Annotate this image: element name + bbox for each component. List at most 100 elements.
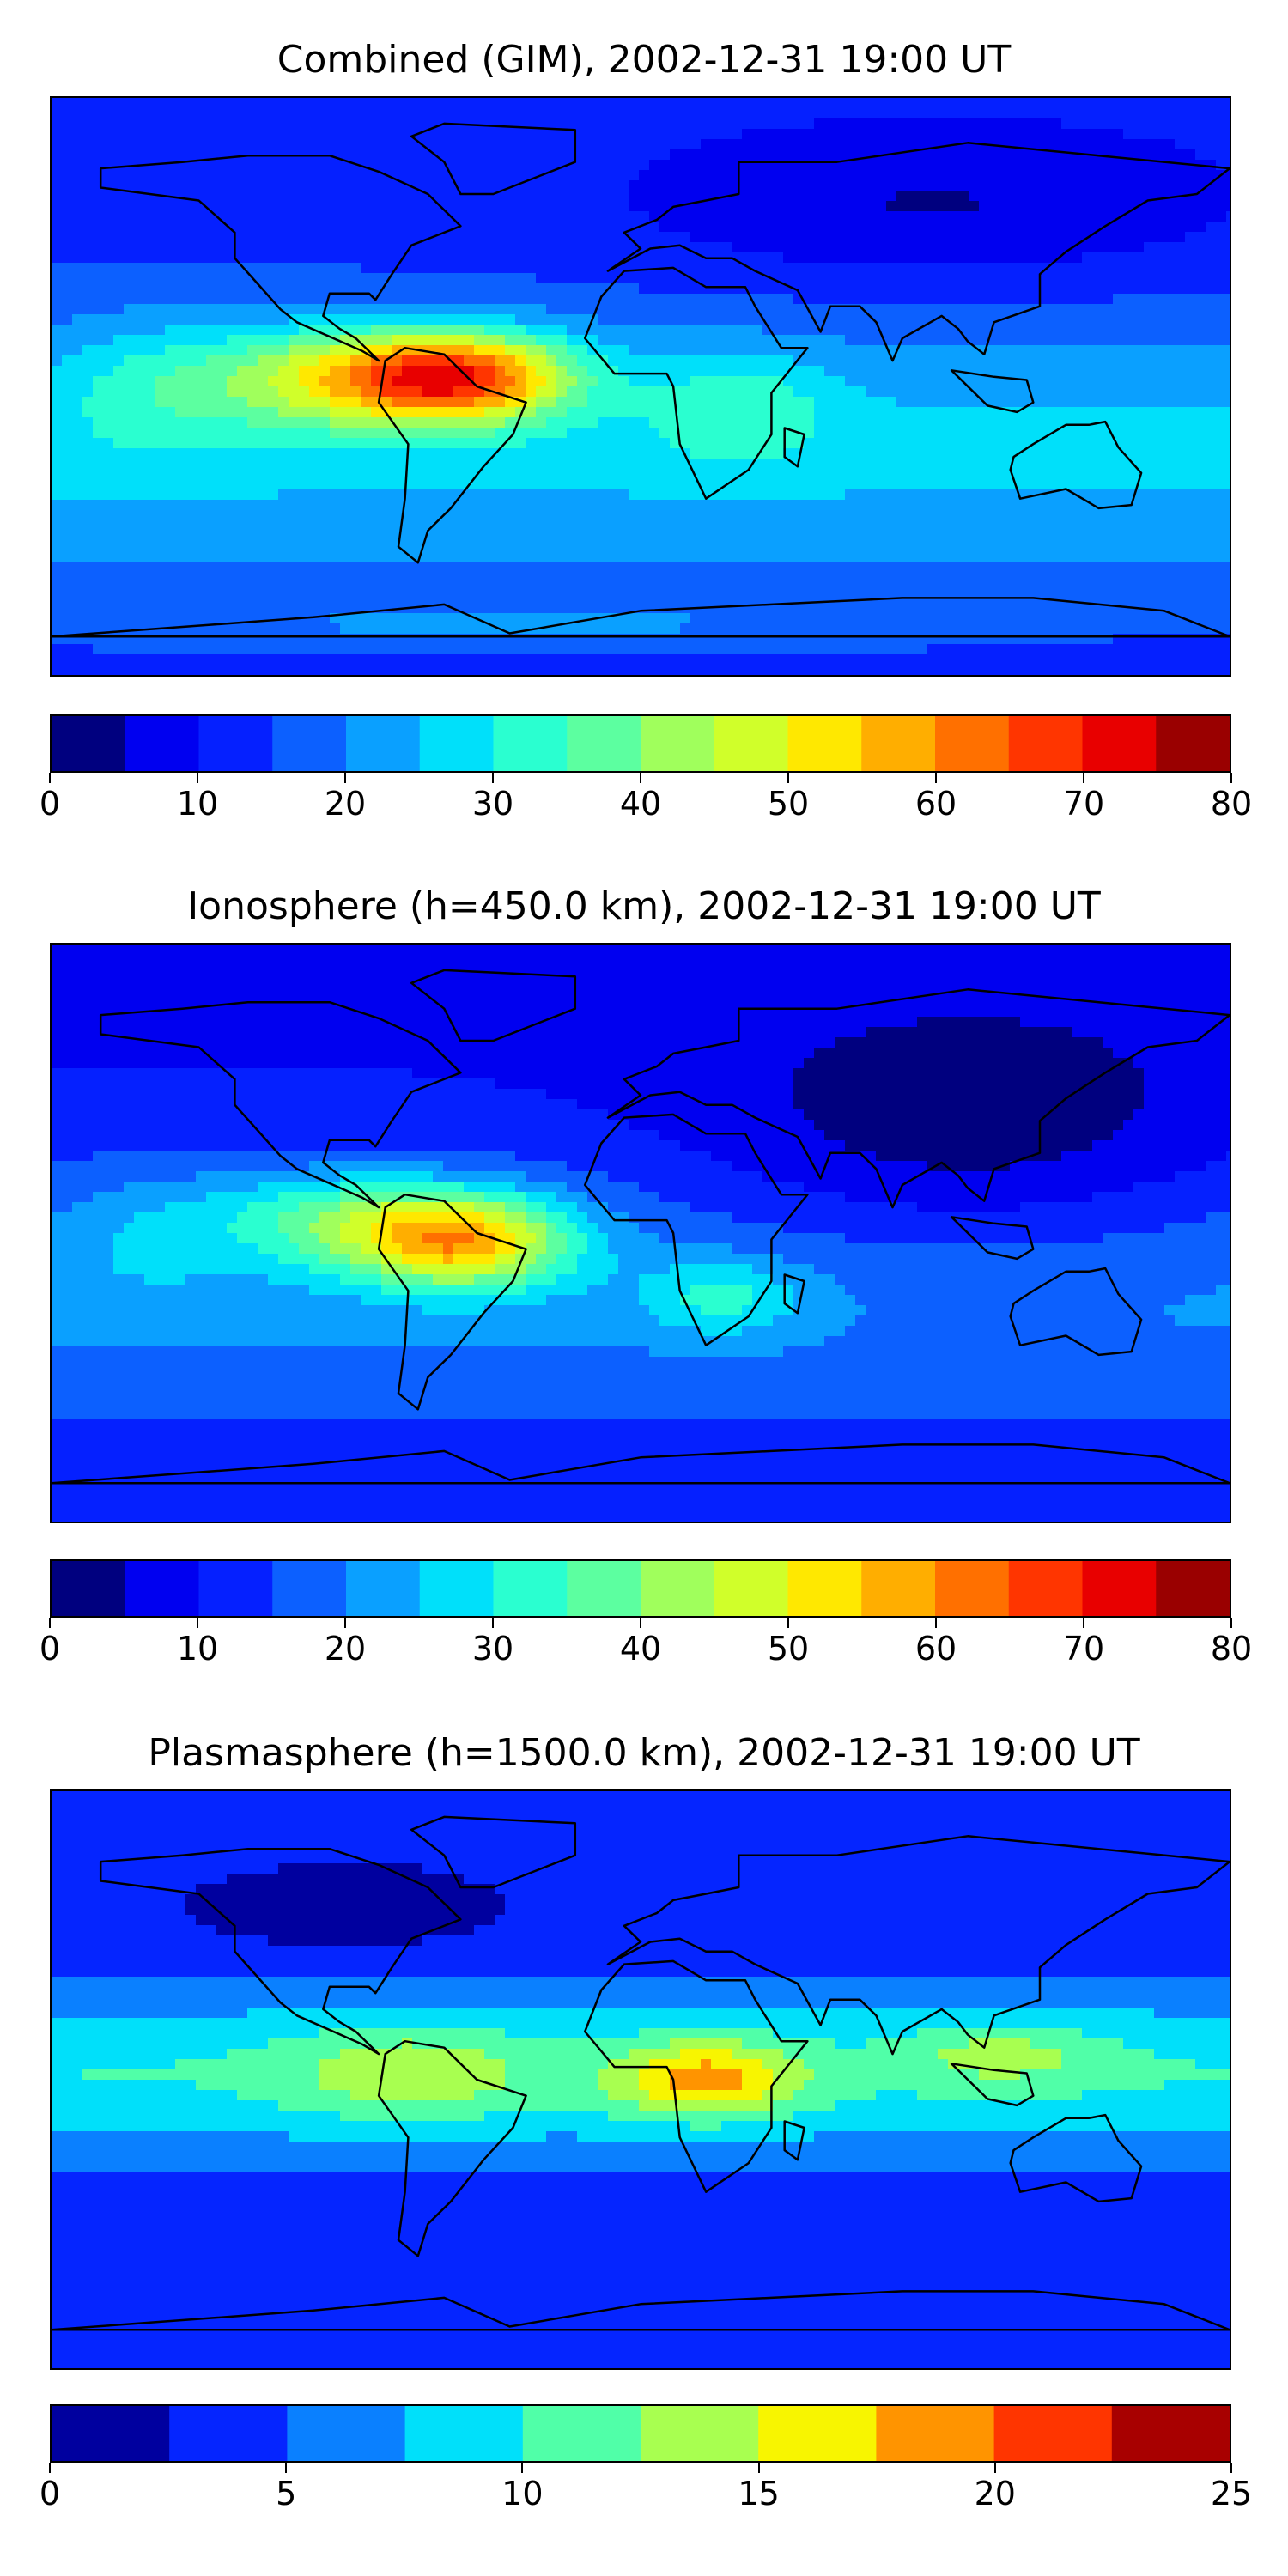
heat-cell: [227, 160, 238, 171]
heat-cell: [567, 417, 578, 428]
heat-cell: [1144, 129, 1155, 140]
heat-cell: [464, 531, 475, 542]
heat-cell: [762, 294, 774, 305]
heat-cell: [93, 469, 104, 480]
heat-cell: [1113, 489, 1124, 501]
heat-cell: [227, 325, 238, 336]
heat-cell: [464, 242, 475, 253]
heat-cell: [1226, 510, 1230, 521]
heat-cell: [1175, 273, 1186, 284]
heat-cell: [62, 118, 73, 130]
heat-cell: [567, 510, 578, 521]
heat-cell: [247, 510, 258, 521]
heat-cell: [505, 314, 516, 325]
heat-cell: [649, 397, 660, 408]
heat-cell: [587, 283, 598, 295]
heat-cell: [361, 170, 372, 181]
heat-cell: [1195, 242, 1206, 253]
heat-cell: [721, 242, 732, 253]
heat-cell: [216, 376, 228, 387]
heat-cell: [701, 335, 712, 346]
heat-cell: [216, 170, 228, 181]
heat-cell: [361, 479, 372, 490]
heat-cell: [680, 345, 691, 356]
heat-cell: [927, 242, 939, 253]
heat-cell: [948, 500, 959, 511]
heat-cell: [196, 345, 207, 356]
heat-cell: [453, 541, 465, 552]
heat-cell: [701, 448, 712, 459]
heat-cell: [392, 304, 403, 315]
heat-cell: [144, 191, 155, 202]
heat-cell: [526, 129, 537, 140]
heat-cell: [876, 366, 887, 377]
heat-cell: [1010, 448, 1021, 459]
heat-cell: [629, 325, 640, 336]
heat-cell: [258, 201, 269, 212]
heat-cell: [495, 325, 506, 336]
heat-cell: [113, 252, 125, 264]
heat-cell: [361, 118, 372, 130]
heat-cell: [474, 448, 485, 459]
heat-cell: [773, 325, 784, 336]
heat-cell: [474, 98, 485, 109]
heat-cell: [927, 500, 939, 511]
heat-cell: [144, 211, 155, 222]
heat-cell: [1092, 201, 1103, 212]
heat-cell: [484, 489, 495, 501]
heat-cell: [309, 222, 320, 233]
heat-cell: [876, 448, 887, 459]
heat-cell: [278, 211, 289, 222]
heat-cell: [1020, 345, 1031, 356]
heat-cell: [999, 366, 1011, 377]
heat-cell: [1082, 469, 1093, 480]
heat-cell: [1082, 242, 1093, 253]
heat-cell: [1051, 376, 1062, 387]
heat-cell: [206, 459, 217, 470]
heat-cell: [670, 180, 681, 191]
heat-cell: [670, 232, 681, 243]
heat-cell: [350, 304, 361, 315]
heat-cell: [773, 314, 784, 325]
heat-cell: [1185, 459, 1196, 470]
heat-cell: [1175, 459, 1186, 470]
heat-cell: [495, 355, 506, 367]
heat-cell: [82, 283, 94, 295]
heat-cell: [659, 129, 671, 140]
heat-cell: [433, 283, 444, 295]
heat-cell: [175, 283, 186, 295]
heat-cell: [1206, 417, 1217, 428]
heat-cell: [144, 232, 155, 243]
heat-cell: [732, 273, 743, 284]
heat-cell: [196, 149, 207, 161]
heat-cell: [1216, 479, 1227, 490]
heat-cell: [948, 459, 959, 470]
heat-cell: [361, 541, 372, 552]
heat-cell: [742, 417, 753, 428]
heat-cell: [639, 520, 650, 532]
heat-cell: [52, 222, 63, 233]
heat-cell: [1020, 263, 1031, 274]
heat-cell: [855, 201, 866, 212]
heat-cell: [495, 304, 506, 315]
heat-cell: [1061, 520, 1072, 532]
heat-cell: [247, 191, 258, 202]
heat-cell: [299, 98, 310, 109]
heat-cell: [309, 283, 320, 295]
heat-cell: [526, 541, 537, 552]
heat-cell: [855, 232, 866, 243]
heat-cell: [546, 489, 557, 501]
heat-cell: [484, 139, 495, 150]
heat-cell: [1030, 325, 1042, 336]
heat-cell: [1216, 283, 1227, 295]
heat-cell: [175, 510, 186, 521]
heat-cell: [216, 129, 228, 140]
heat-cell: [556, 139, 568, 150]
heat-cell: [732, 139, 743, 150]
heat-cell: [618, 345, 629, 356]
heat-cell: [1226, 139, 1230, 150]
heat-cell: [556, 335, 568, 346]
heat-cell: [278, 170, 289, 181]
heat-cell: [340, 469, 351, 480]
heat-cell: [587, 149, 598, 161]
